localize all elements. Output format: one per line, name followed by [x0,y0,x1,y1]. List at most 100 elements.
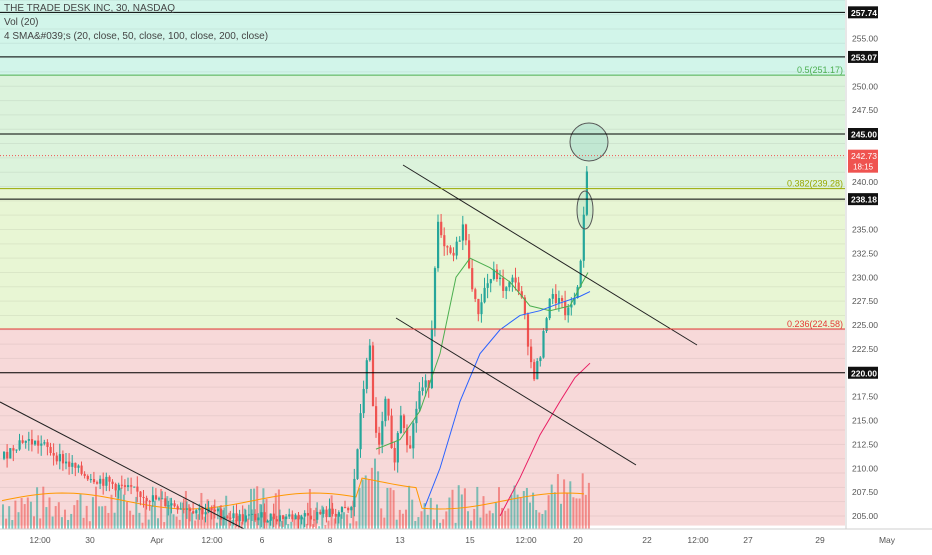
candle-body [430,328,433,388]
candle-body [567,307,570,316]
candle-body [189,508,192,512]
volume-bar [408,485,411,529]
volume-bar [343,512,345,529]
candle-body [440,221,443,236]
candle-body [502,277,505,291]
volume-bar [79,494,82,529]
candle-body [127,485,130,487]
volume-bar [64,509,66,529]
sma-indicator-label[interactable]: 4 SMA&#039;s (20, close, 50, close, 100,… [4,31,269,42]
volume-bar [380,508,383,529]
volume-bar [361,479,364,529]
volume-bar [352,500,355,529]
volume-bar [355,521,358,529]
candle-body [458,240,461,242]
volume-bar [436,504,438,529]
candle-body [185,508,189,510]
volume-bar [250,488,252,529]
volume-bar [194,520,197,529]
x-tick-label: 13 [395,535,405,545]
candle-body [40,443,43,446]
candle-body [573,298,576,305]
candle-body [247,514,251,516]
y-tick-label: 225.00 [852,320,878,330]
candle-body [18,440,21,450]
volume-bar [178,519,181,529]
volume-bar [113,512,116,529]
volume-bar [358,488,361,529]
candle-body [306,513,309,516]
volume-bar [442,519,445,529]
chart-title: THE TRADE DESK INC, 30, NASDAQ [4,3,175,14]
volume-bar [237,515,240,529]
candle-body [424,380,427,388]
fib-zone-1 [0,75,845,189]
volume-bar [463,488,466,529]
candle-body [223,516,226,520]
volume-bar [439,522,442,529]
sma-100-line [499,362,591,517]
candle-body [158,498,161,500]
volume-bar [70,513,73,529]
candle-body [220,508,223,520]
candle-body [477,298,480,315]
volume-bar [57,502,60,529]
volume-bar [240,521,243,529]
x-tick-label: 20 [573,535,583,545]
candle-body [164,498,167,506]
candle-body [37,440,40,446]
candle-body [275,519,278,522]
volume-indicator-label[interactable]: Vol (20) [4,17,39,28]
candle-body [421,387,424,392]
candle-body [151,495,154,502]
y-tick-label: 217.50 [852,392,878,402]
candle-body [120,484,123,486]
trendline-upper [402,164,698,346]
candle-body [130,485,133,487]
volume-bar [39,518,42,529]
volume-bar [23,504,26,529]
candle-body [371,345,375,407]
volume-bar [563,479,566,529]
candle-body [384,398,387,422]
volume-bar [302,517,305,529]
y-tick-label: 232.50 [852,248,878,258]
volume-bar [2,504,4,529]
volume-bar [169,497,172,529]
volume-bar [479,517,482,529]
sma-20-line [375,257,589,450]
candle-body [486,283,489,288]
candle-body [406,427,409,446]
candle-body [514,277,517,283]
volume-bar [476,486,479,529]
volume-bar [312,524,314,529]
volume-bar [578,498,581,529]
volume-bar [141,522,144,529]
volume-bar [274,493,277,529]
candle-body [561,298,564,302]
candle-body [213,509,216,512]
volume-bar [172,514,175,529]
volume-bar [498,487,500,529]
volume-bar [197,514,200,529]
x-tick-label: 15 [465,535,475,545]
volume-bar [569,481,572,529]
volume-bar [374,458,376,529]
y-tick-label: 207.50 [852,487,878,497]
volume-bar [138,512,141,529]
candle-body [114,483,117,491]
candle-body [396,433,399,463]
volume-bar [160,488,163,529]
x-tick-label: 8 [328,535,333,545]
x-tick-label: 12:00 [201,535,223,545]
volume-bar [460,494,463,529]
fib-level-label: 0.5(251.17) [797,65,843,75]
volume-bar [529,502,531,529]
volume-bar [253,488,256,529]
volume-bar [135,496,138,529]
candle-body [61,454,65,464]
candle-body [21,440,24,443]
volume-bar [14,500,17,529]
